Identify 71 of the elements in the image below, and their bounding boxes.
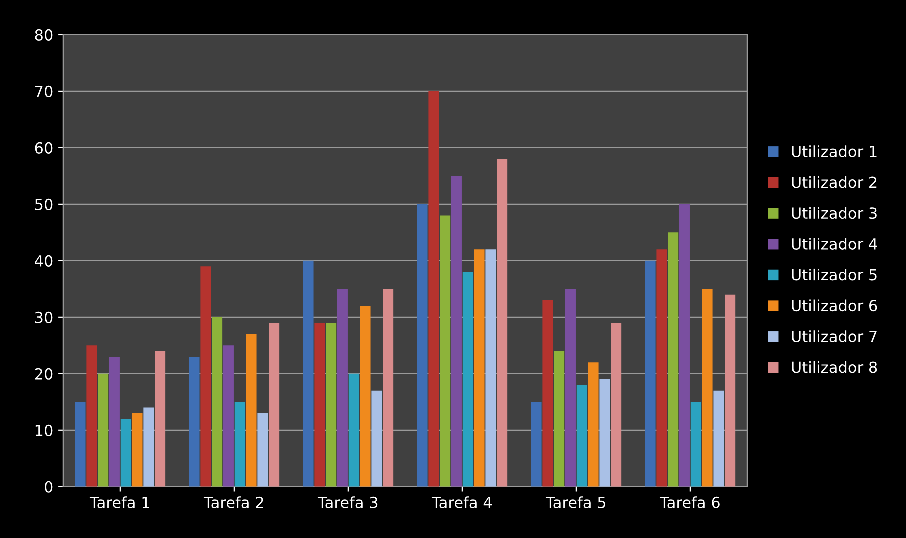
bar [98,374,109,487]
y-tick-label: 20 [35,368,53,380]
bar [702,289,713,487]
bar [144,408,154,487]
y-tick-label: 80 [35,29,53,41]
bar [542,300,554,487]
bar [234,402,246,487]
bar [258,413,268,487]
x-tick-label: Tarefa 2 [204,496,264,508]
bar [486,250,496,487]
y-tick-label: 60 [35,142,53,154]
y-tick-label: 50 [35,198,53,210]
bar [725,294,736,487]
bar [337,289,348,487]
bar [656,250,668,487]
bar [223,346,234,487]
bar [440,216,451,487]
bar [189,356,200,487]
bar [155,351,166,487]
y-tick-label: 70 [36,86,53,98]
bar [132,413,143,487]
bar [246,334,257,487]
legend-label: Utilizador 3 [792,207,877,220]
bar [611,323,622,487]
bar [269,323,280,487]
bar [372,390,382,487]
bar [566,289,576,487]
bar [588,362,599,487]
bar [86,346,98,487]
bar [109,356,120,487]
legend-label: Utilizador 1 [792,146,877,158]
bar [360,306,371,487]
y-tick-label: 30 [35,312,53,324]
x-tick-label: Tarefa 6 [660,496,720,508]
bar [428,91,440,487]
bar [645,260,656,487]
bar [531,402,542,487]
bar [200,266,212,487]
bar [348,374,360,487]
x-tick-label: Tarefa 1 [90,496,150,508]
bar [680,204,690,487]
legend-label: Utilizador 8 [792,361,878,374]
bar [120,419,132,487]
legend-label: Utilizador 6 [792,300,878,312]
bar [668,232,679,487]
legend-label: Utilizador 7 [792,330,877,342]
bar [75,402,86,487]
y-tick-label: 0 [44,481,53,493]
bar [212,317,223,487]
legend-label: Utilizador 5 [792,268,877,281]
bar [383,289,394,487]
bar [314,323,326,487]
y-tick-label: 40 [35,255,53,267]
legend-label: Utilizador 4 [792,238,878,250]
bar [600,380,610,487]
bar [451,176,462,487]
y-tick-label: 10 [36,424,53,436]
bar [497,159,508,487]
x-tick-label: Tarefa 3 [318,496,378,508]
bar [303,260,314,487]
bar [462,272,474,487]
bar [714,390,724,487]
bar [554,351,565,487]
bar [474,250,485,487]
x-tick-label: Tarefa 5 [546,496,606,508]
bar [326,323,337,487]
bar [417,204,428,487]
bar [690,402,702,487]
legend-label: Utilizador 2 [792,176,877,188]
x-tick-label: Tarefa 4 [432,496,492,508]
bar [576,385,588,487]
